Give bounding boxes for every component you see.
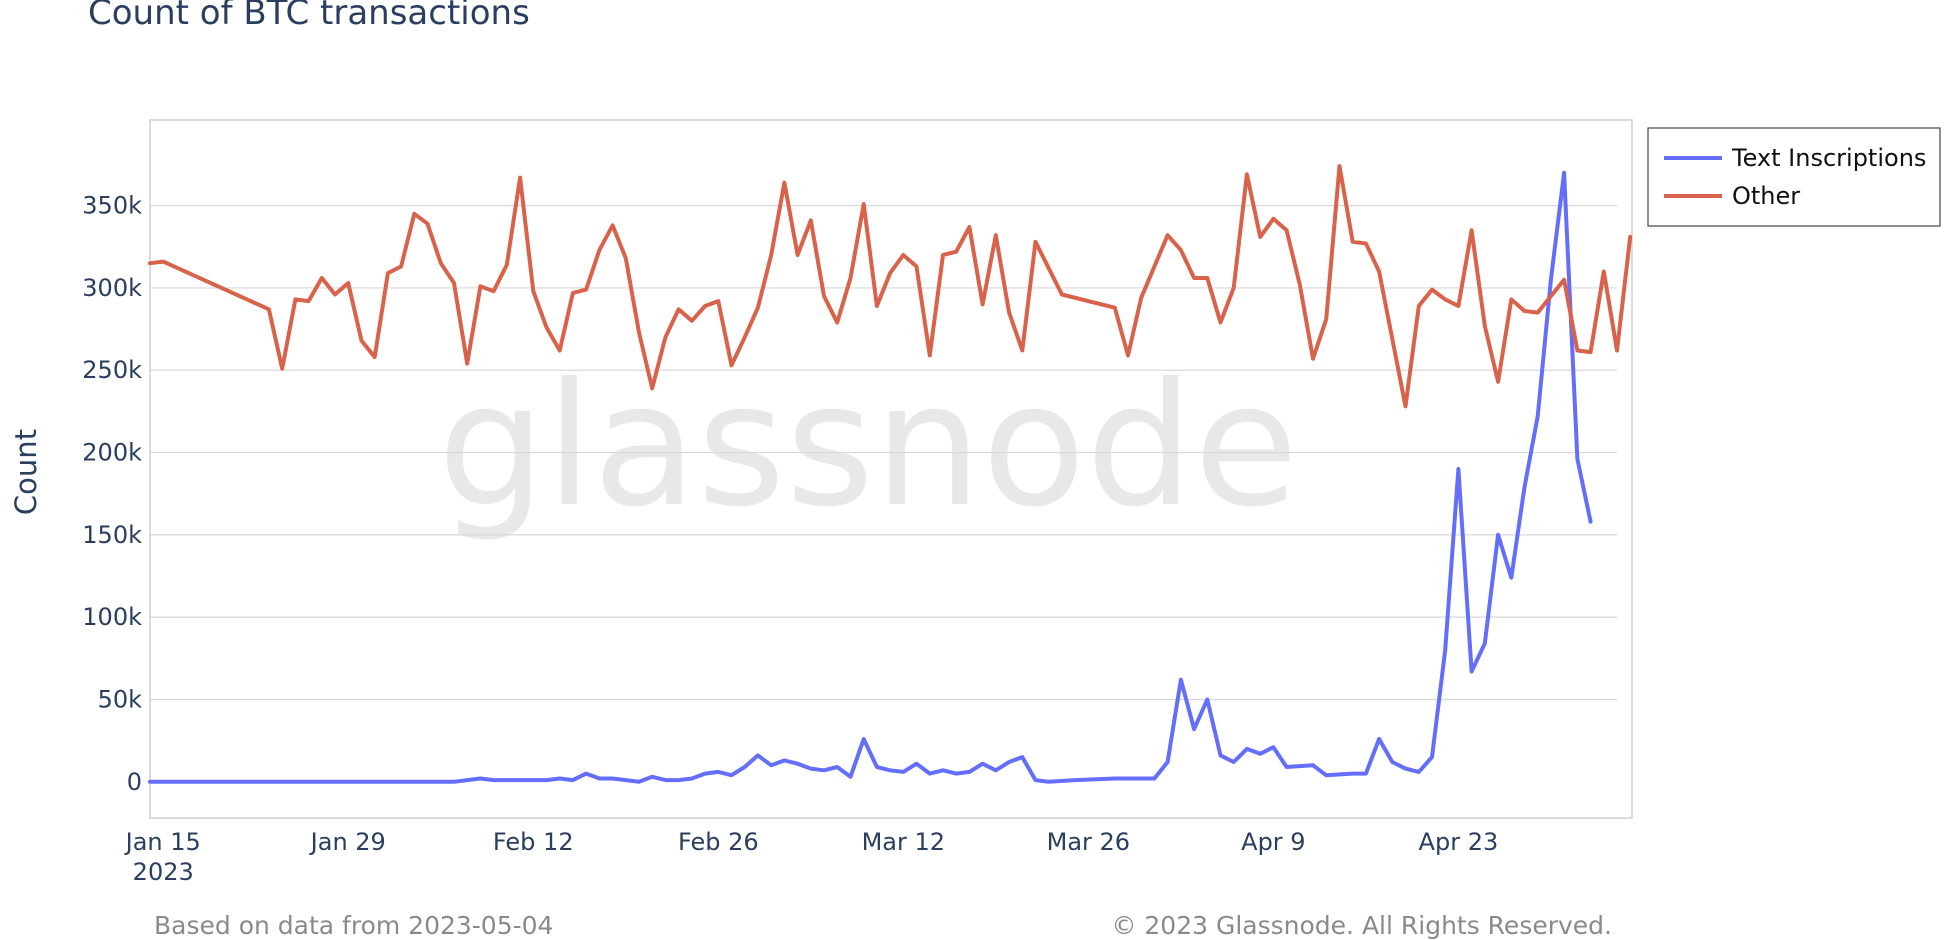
legend-box xyxy=(1647,127,1941,227)
x-tick-label: Apr 23 xyxy=(1419,828,1499,856)
y-tick-label: 250k xyxy=(82,356,142,384)
x-tick-label: Mar 12 xyxy=(862,828,945,856)
x-tick-label: Mar 26 xyxy=(1047,828,1130,856)
y-axis-label: Count xyxy=(9,429,43,515)
copyright-note: © 2023 Glassnode. All Rights Reserved. xyxy=(1111,911,1612,940)
y-tick-label: 0 xyxy=(127,768,142,796)
chart-title: Count of BTC transactions xyxy=(88,0,530,33)
series-line-other xyxy=(148,164,1633,409)
legend: Text Inscriptions Other xyxy=(1647,127,1941,227)
x-tick-label: Apr 9 xyxy=(1241,828,1305,856)
data-date-note: Based on data from 2023-05-04 xyxy=(154,911,553,940)
series-line-text-inscriptions xyxy=(148,170,1593,784)
legend-label: Text Inscriptions xyxy=(1731,144,1926,172)
x-tick-label: Jan 29 xyxy=(309,828,386,856)
y-tick-label: 50k xyxy=(98,685,143,713)
watermark-text: glassnode xyxy=(438,347,1299,545)
y-tick-label: 200k xyxy=(82,439,142,467)
x-tick-label: Feb 26 xyxy=(678,828,759,856)
legend-label: Other xyxy=(1732,182,1800,210)
x-tick-year-label: 2023 xyxy=(133,858,194,886)
y-tick-label: 300k xyxy=(82,274,142,302)
y-tick-label: 350k xyxy=(82,192,142,220)
x-tick-label: Jan 15 xyxy=(124,828,201,856)
plot-area-border xyxy=(149,119,1633,819)
y-tick-label: 100k xyxy=(82,603,142,631)
x-tick-label: Feb 12 xyxy=(493,828,574,856)
y-tick-label: 150k xyxy=(82,521,142,549)
